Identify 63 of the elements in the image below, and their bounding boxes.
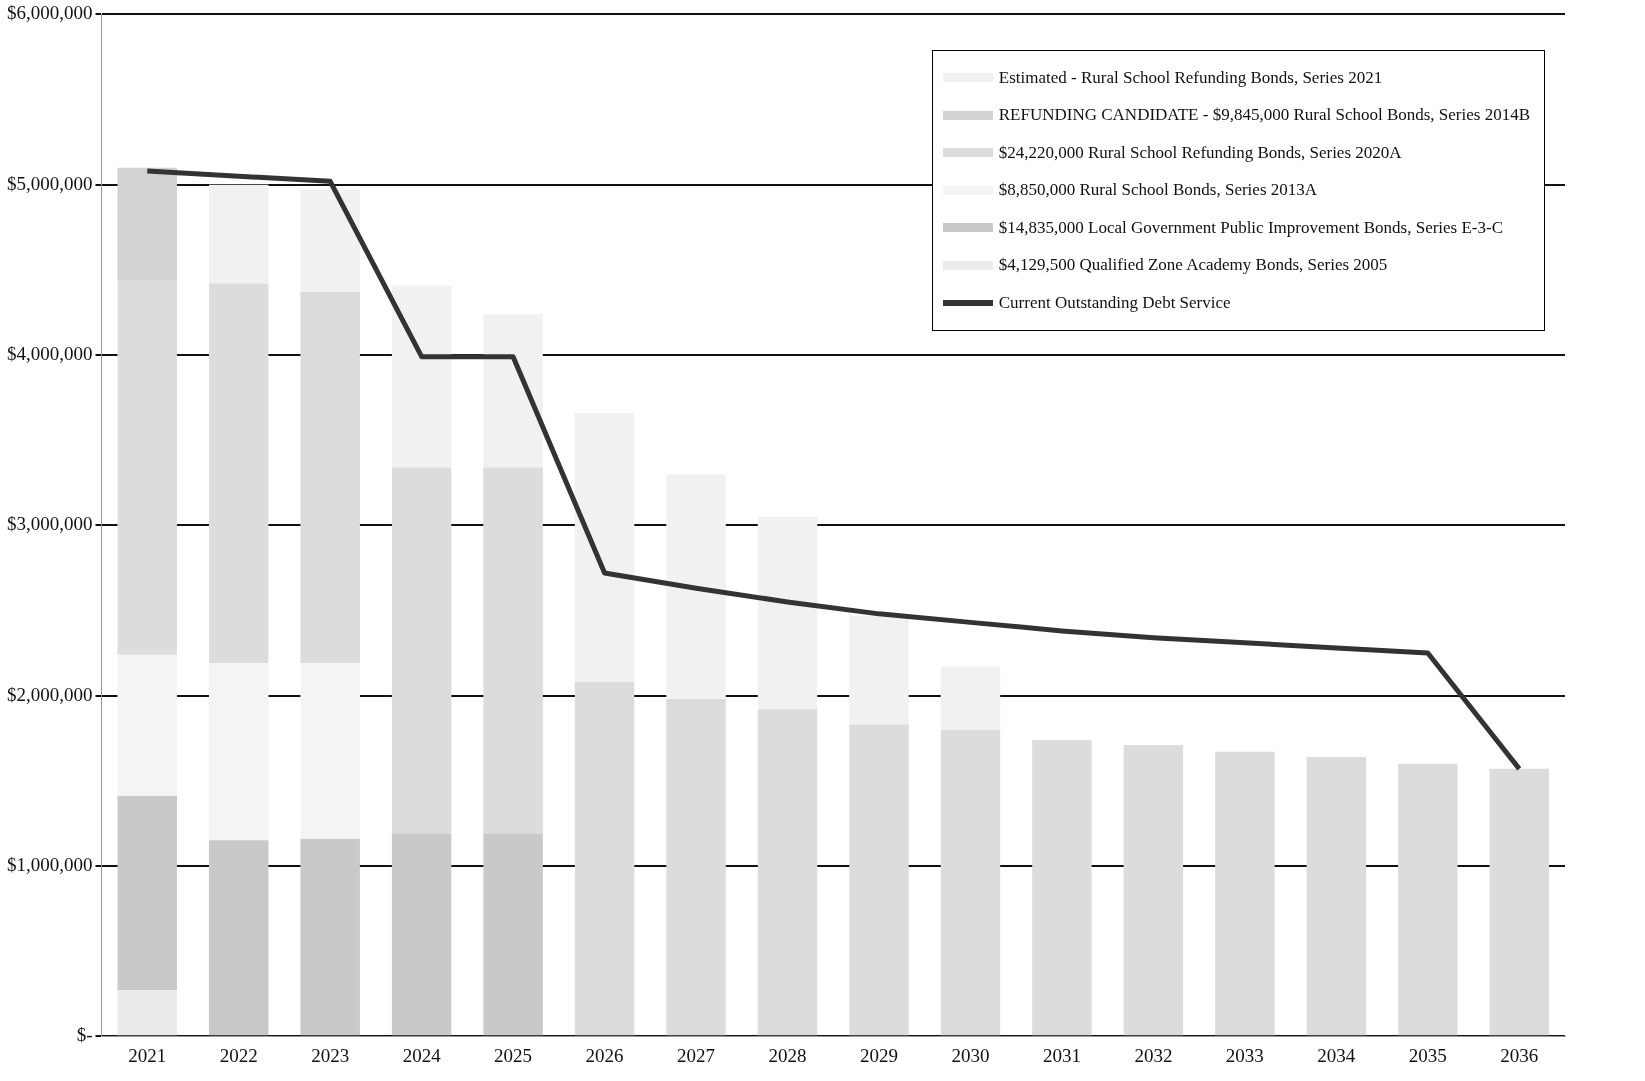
y-tick-label: $6,000,000	[7, 2, 93, 24]
bar	[1489, 768, 1549, 1036]
bar	[574, 412, 635, 682]
bar	[1032, 739, 1092, 1036]
legend-label: $4,129,500 Qualified Zone Academy Bonds, Series 2005	[998, 255, 1388, 276]
x-tick-label: 2036	[1500, 1044, 1539, 1066]
bar	[391, 833, 452, 1036]
legend-label: REFUNDING CANDIDATE - $9,845,000 Rural School Bonds, Series 2014B	[998, 105, 1530, 126]
legend-label: Current Outstanding Debt Service	[998, 292, 1231, 313]
bar	[1398, 763, 1458, 1036]
bar	[757, 709, 818, 1036]
bar	[574, 681, 635, 1036]
bar	[1306, 756, 1367, 1036]
x-tick-label: 2030	[951, 1044, 990, 1066]
bar	[208, 840, 269, 1036]
bar	[483, 833, 543, 1036]
bar	[1215, 751, 1275, 1036]
x-tick-label: 2035	[1408, 1044, 1447, 1066]
bar	[117, 796, 177, 991]
bar	[666, 699, 726, 1036]
x-tick-label: 2033	[1225, 1044, 1264, 1066]
legend-label: Estimated - Rural School Refunding Bonds, Series 2021	[998, 67, 1383, 88]
x-tick-label: 2031	[1042, 1044, 1081, 1066]
x-tick-label: 2021	[128, 1044, 167, 1066]
x-tick-label: 2029	[859, 1044, 898, 1066]
bar	[940, 729, 1001, 1036]
y-tick-label: $1,000,000	[7, 853, 93, 875]
x-tick-label: 2027	[677, 1044, 716, 1066]
bar	[300, 838, 360, 1036]
bar	[208, 283, 269, 664]
bar	[940, 666, 1001, 730]
bar	[483, 467, 543, 834]
y-tick-label: $3,000,000	[7, 513, 93, 535]
x-tick-label: 2032	[1134, 1044, 1173, 1066]
bar	[117, 654, 177, 797]
x-tick-label: 2023	[311, 1044, 350, 1066]
bar	[1123, 744, 1184, 1036]
x-tick-label: 2022	[219, 1044, 258, 1066]
x-tick-label: 2024	[402, 1044, 442, 1066]
x-tick-label: 2025	[494, 1044, 533, 1066]
bar	[208, 663, 269, 841]
legend-label: $8,850,000 Rural School Bonds, Series 2013A	[998, 180, 1318, 201]
x-tick-label: 2026	[585, 1044, 624, 1066]
bar	[483, 314, 543, 468]
x-tick-label: 2034	[1317, 1044, 1356, 1066]
bar	[208, 184, 269, 284]
legend-label: $24,220,000 Rural School Refunding Bonds, Series 2020A	[998, 142, 1402, 163]
y-tick-label: $-	[76, 1024, 93, 1046]
bar	[666, 474, 726, 700]
legend-label: $14,835,000 Local Government Public Improvement Bonds, Series E-3-C	[998, 217, 1504, 238]
bar	[391, 285, 452, 468]
bar	[757, 516, 818, 710]
bar	[391, 467, 452, 834]
y-tick-label: $5,000,000	[7, 172, 93, 194]
x-tick-label: 2028	[768, 1044, 807, 1066]
bar	[300, 291, 360, 664]
bar	[300, 663, 360, 839]
y-tick-label: $4,000,000	[7, 342, 93, 364]
bar	[849, 615, 909, 725]
bar	[117, 990, 177, 1036]
bar	[300, 189, 360, 292]
y-tick-label: $2,000,000	[7, 683, 93, 705]
bar	[849, 724, 909, 1036]
